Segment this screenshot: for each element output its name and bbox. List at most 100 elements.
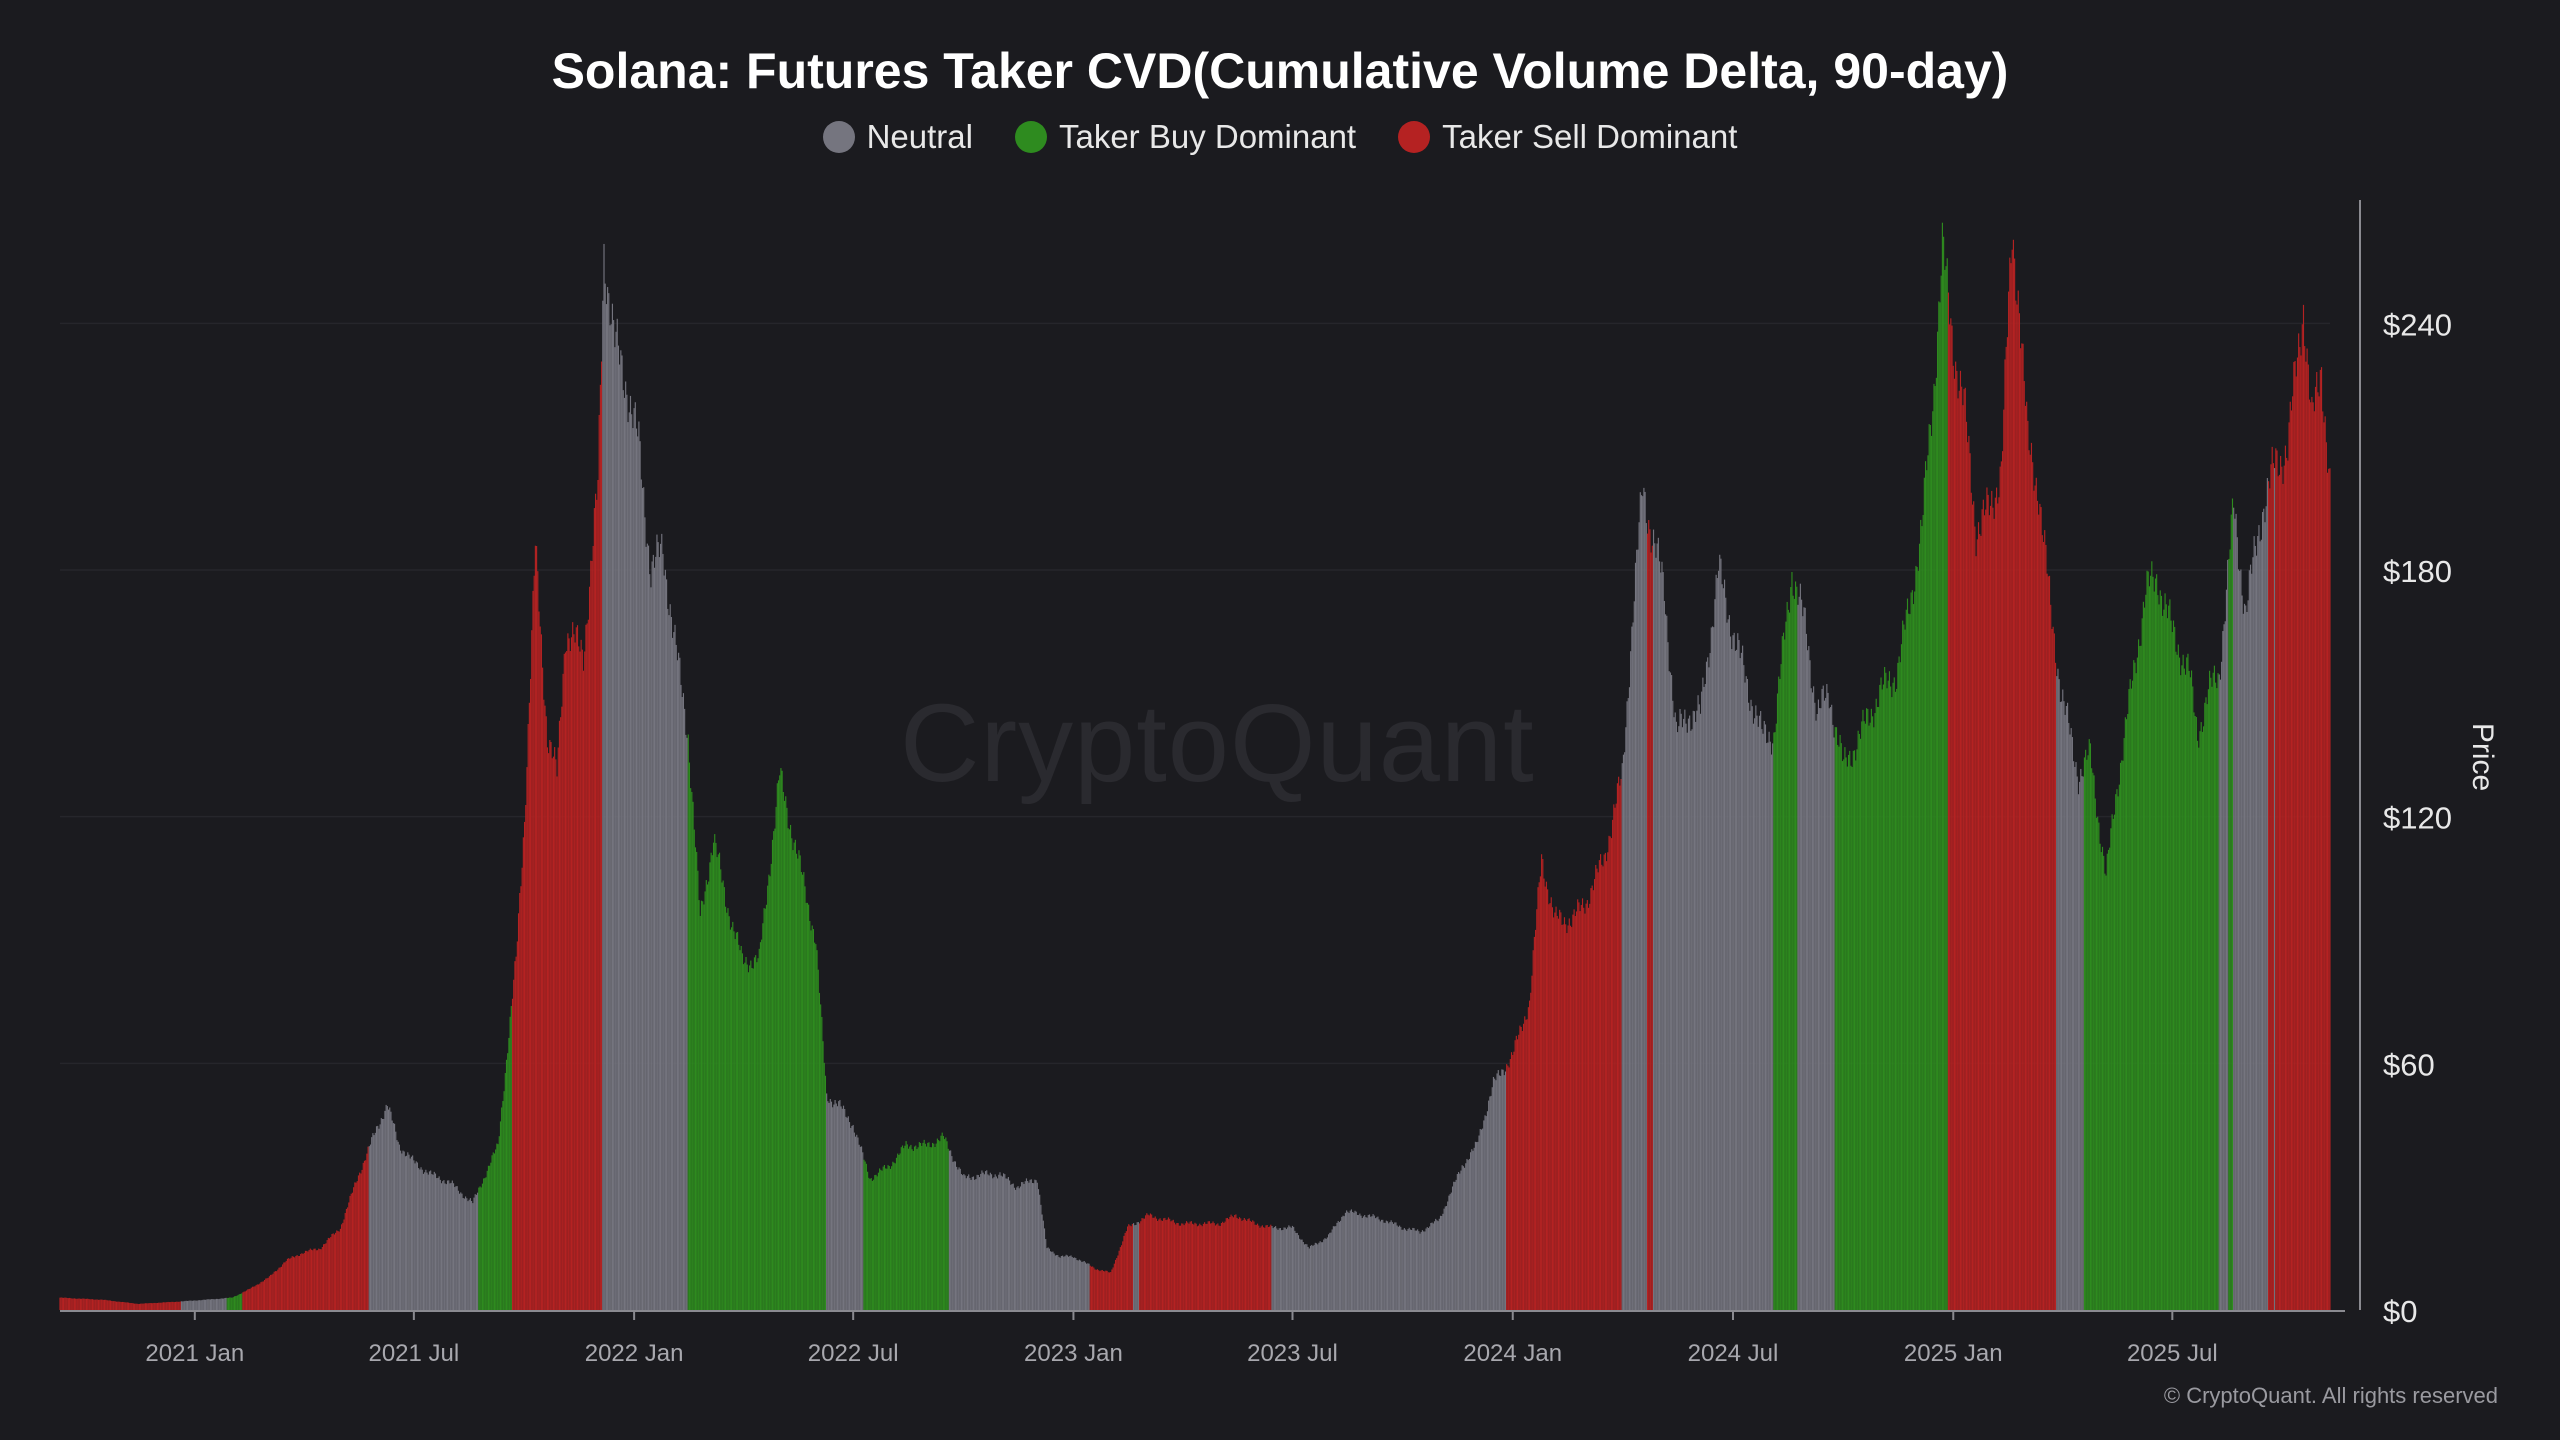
price-bar [881, 1170, 883, 1310]
price-bar [687, 734, 689, 1310]
price-bar [1713, 627, 1715, 1310]
price-bar [1761, 729, 1763, 1310]
price-bar [1586, 900, 1588, 1310]
price-bar [664, 569, 666, 1310]
price-bar [193, 1300, 195, 1310]
price-bar [1431, 1222, 1433, 1310]
price-bar [1595, 864, 1597, 1310]
price-bar [1116, 1258, 1118, 1310]
price-bar [427, 1174, 429, 1310]
price-bar [2058, 679, 2060, 1310]
price-bar [471, 1200, 473, 1310]
price-bar [2122, 760, 2124, 1310]
price-bar [2169, 599, 2171, 1310]
price-bar [1211, 1223, 1213, 1310]
price-bar [1583, 907, 1585, 1310]
price-bar [696, 851, 698, 1310]
price-bar [563, 653, 565, 1310]
price-bar [2180, 675, 2182, 1310]
price-bar [244, 1291, 246, 1310]
price-bar [1145, 1215, 1147, 1310]
price-bar [826, 1093, 828, 1310]
price-bar [638, 421, 640, 1310]
price-bar [632, 428, 634, 1310]
price-bar [178, 1301, 180, 1310]
price-bar [780, 768, 782, 1310]
price-bar [1691, 729, 1693, 1310]
price-bar [398, 1144, 400, 1310]
price-bar [1869, 722, 1871, 1310]
price-bar [502, 1101, 504, 1310]
price-bar [623, 397, 626, 1310]
price-bar [596, 499, 598, 1311]
price-bar [1064, 1256, 1066, 1310]
price-bar [1059, 1257, 1061, 1310]
price-bar [2271, 446, 2273, 1310]
price-bar [1396, 1225, 1398, 1310]
price-bar [1561, 924, 1563, 1310]
price-bar [1071, 1256, 1073, 1310]
price-bar [566, 651, 568, 1310]
price-bar [2203, 726, 2205, 1310]
price-bar [1949, 324, 1951, 1311]
price-bar [1441, 1215, 1443, 1310]
price-bar [1776, 693, 1779, 1310]
price-bar [2127, 714, 2129, 1310]
price-bar [2302, 304, 2305, 1310]
price-bar [292, 1256, 295, 1310]
price-bar [2124, 717, 2126, 1310]
price-bar [1183, 1225, 1185, 1310]
price-bar [1968, 435, 1970, 1310]
price-bar [1123, 1235, 1125, 1310]
price-bar [1166, 1219, 1168, 1310]
price-bar [1560, 912, 1562, 1310]
price-bar [891, 1166, 893, 1310]
price-bar [658, 557, 660, 1310]
price-bar [266, 1278, 268, 1310]
price-bar [578, 646, 580, 1310]
price-bar [1122, 1241, 1124, 1310]
price-bar [814, 942, 816, 1310]
price-bar [1911, 590, 1913, 1310]
price-bar [468, 1199, 470, 1310]
price-bar [2132, 680, 2134, 1310]
price-bar [875, 1174, 877, 1310]
legend-item-sell[interactable]: Taker Sell Dominant [1398, 118, 1737, 156]
price-bar [1566, 933, 1568, 1310]
price-bar [1554, 912, 1556, 1310]
price-bar [1767, 742, 1769, 1310]
price-bar [2081, 776, 2083, 1310]
price-bar [1846, 766, 1848, 1310]
price-bar [425, 1169, 427, 1310]
price-bar [974, 1179, 976, 1310]
price-bar [1804, 607, 1806, 1310]
price-bar [1111, 1269, 1113, 1310]
price-bar [1770, 754, 1773, 1310]
price-bar [1207, 1221, 1209, 1310]
price-bar [934, 1146, 936, 1310]
price-bar [552, 756, 555, 1310]
price-bar [220, 1298, 222, 1310]
price-bar [410, 1156, 412, 1310]
price-bar [375, 1126, 378, 1310]
price-bar [1614, 807, 1616, 1310]
price-bar [2236, 537, 2238, 1310]
price-bar [2275, 448, 2277, 1311]
price-bar [1559, 909, 1561, 1310]
price-bar [2018, 313, 2021, 1311]
price-bar [1243, 1218, 1245, 1310]
price-bar [1390, 1220, 1392, 1310]
price-bar [437, 1177, 439, 1310]
price-bar [737, 931, 739, 1310]
price-bar [845, 1116, 847, 1310]
price-bar [205, 1299, 207, 1310]
price-bar [894, 1163, 896, 1310]
price-bar [709, 862, 711, 1310]
legend-item-buy[interactable]: Taker Buy Dominant [1014, 118, 1356, 156]
price-bar [2151, 561, 2153, 1310]
price-bar [1482, 1128, 1484, 1310]
legend-item-neutral[interactable]: Neutral [822, 118, 973, 156]
price-bar [2079, 781, 2081, 1310]
price-bar [1386, 1221, 1389, 1310]
